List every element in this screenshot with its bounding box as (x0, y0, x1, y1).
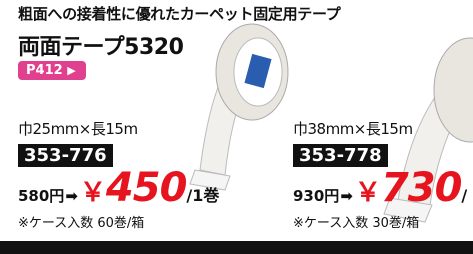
arrow: ➡ (340, 187, 353, 205)
sale-price: 730 (381, 168, 462, 208)
product-name: 両面テープ5320 (18, 29, 183, 61)
catalog-panel: 粗面への接着性に優れたカーペット固定用テープ 両面テープ5320 P412 ▶ … (0, 0, 473, 254)
tape-roll-left (190, 24, 288, 190)
case-quantity: ※ケース入数 60巻/箱 (18, 212, 144, 231)
size: 巾25mm×長15m (18, 118, 138, 139)
bottom-bar (0, 241, 473, 254)
case-quantity: ※ケース入数 30巻/箱 (293, 212, 419, 231)
sale-price: 450 (106, 168, 187, 208)
arrow: ➡ (65, 187, 78, 205)
page-badge[interactable]: P412 ▶ (18, 61, 86, 80)
product-code: 353-776 (18, 144, 113, 167)
list-price: 580円 (18, 185, 64, 206)
currency: ￥ (80, 172, 106, 209)
unit: / (461, 186, 467, 205)
product-code: 353-778 (293, 144, 388, 167)
badge-arrow[interactable]: ▶ (67, 64, 75, 77)
unit: /1巻 (186, 182, 219, 206)
currency: ￥ (355, 172, 381, 209)
price-row: 580円➡￥450/1巻 (18, 168, 219, 209)
list-price: 930円 (293, 185, 339, 206)
price-row: 930円➡￥730/ (293, 168, 467, 209)
subtitle: 粗面への接着性に優れたカーペット固定用テープ (18, 3, 341, 24)
size: 巾38mm×長15m (293, 118, 413, 139)
badge-text[interactable]: P412 (26, 63, 63, 78)
